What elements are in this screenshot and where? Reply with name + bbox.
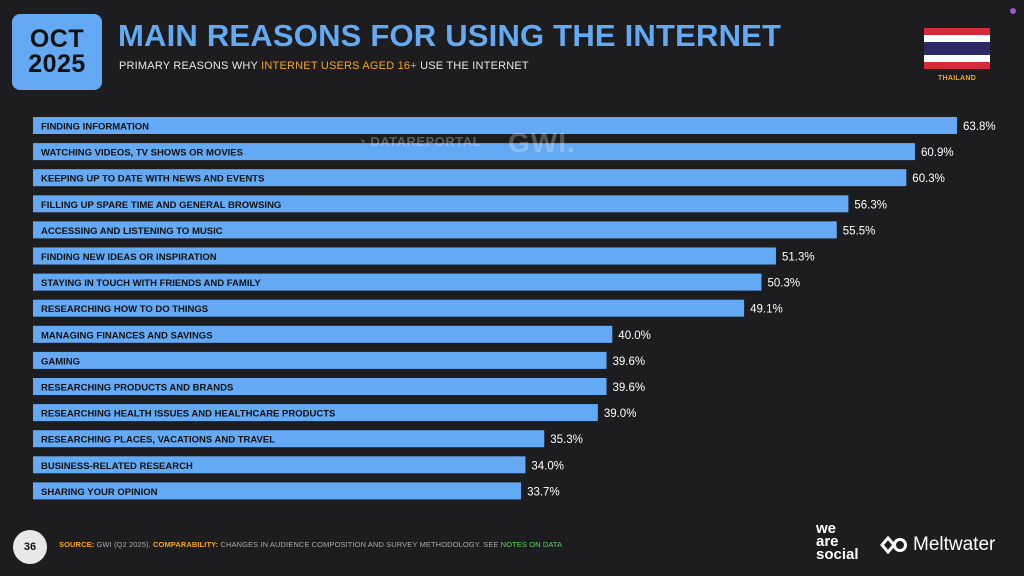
thailand-flag-icon <box>924 28 990 69</box>
bar <box>33 143 915 161</box>
bar <box>33 351 607 369</box>
source-footer: SOURCE: GWI (Q2 2025). COMPARABILITY: CH… <box>59 540 562 549</box>
bar-value-label: 34.0% <box>531 460 564 472</box>
bar-value-label: 39.0% <box>604 408 637 420</box>
logo-social: social <box>816 546 859 563</box>
bar <box>33 195 849 213</box>
source-label: SOURCE: <box>59 540 95 549</box>
datareportal-text: DATAREPORTAL <box>370 134 482 149</box>
country-label: THAILAND <box>937 75 977 82</box>
bar-value-label: 60.9% <box>921 147 954 159</box>
subtitle-highlight: INTERNET USERS AGED 16+ <box>261 60 417 72</box>
logo-are: are <box>816 533 839 550</box>
bar-value-label: 60.3% <box>912 173 945 185</box>
bar-value-label: 63.8% <box>963 121 996 133</box>
notes-on-data-link[interactable]: NOTES ON DATA <box>500 540 563 549</box>
bar <box>33 247 776 265</box>
bar-category-label: KEEPING UP TO DATE WITH NEWS AND EVENTS <box>41 174 264 185</box>
meltwater-text: Meltwater <box>913 534 996 555</box>
corner-dot-icon <box>1010 8 1016 14</box>
bar-value-label: 40.0% <box>618 330 651 342</box>
logo-we: we <box>816 520 837 537</box>
date-year: 2025 <box>28 50 86 78</box>
bar-category-label: FINDING INFORMATION <box>41 122 149 133</box>
subtitle-post: USE THE INTERNET <box>416 60 529 72</box>
bar-value-label: 35.3% <box>550 434 583 446</box>
bar-category-label: FINDING NEW IDEAS OR INSPIRATION <box>41 252 217 263</box>
bar-value-label: 51.3% <box>782 252 815 264</box>
meltwater-logo: Meltwater <box>880 534 995 556</box>
comparability-label: COMPARABILITY: <box>153 540 219 549</box>
meltwater-icon <box>880 536 907 554</box>
bar-category-label: STAYING IN TOUCH WITH FRIENDS AND FAMILY <box>41 278 261 289</box>
bar <box>33 456 526 474</box>
source-text: GWI (Q2 2025). <box>94 540 153 549</box>
bar <box>33 378 607 395</box>
bar-value-label: 56.3% <box>854 199 887 211</box>
bar <box>33 325 613 343</box>
bar-category-label: RESEARCHING HOW TO DO THINGS <box>41 304 208 315</box>
we-are-social-logo: we are social <box>816 520 859 563</box>
comparability-text: CHANGES IN AUDIENCE COMPOSITION AND SURV… <box>218 540 501 549</box>
bar-value-label: 50.3% <box>767 278 800 290</box>
page-number: 36 <box>13 530 47 564</box>
bar <box>33 169 907 187</box>
page-subtitle: PRIMARY REASONS WHY INTERNET USERS AGED … <box>119 60 529 72</box>
bar-value-label: 55.5% <box>843 225 876 237</box>
bar-category-label: FILLING UP SPARE TIME AND GENERAL BROWSI… <box>41 200 281 211</box>
page-title: MAIN REASONS FOR USING THE INTERNET <box>118 18 782 53</box>
subtitle-pre: PRIMARY REASONS WHY <box>119 60 262 72</box>
bar <box>33 273 762 291</box>
bar-category-label: WATCHING VIDEOS, TV SHOWS OR MOVIES <box>41 148 243 159</box>
bar-value-label: 33.7% <box>527 486 560 498</box>
date-badge: OCT 2025 <box>12 14 102 90</box>
gwi-watermark: GWI. <box>508 127 576 158</box>
bar <box>33 404 598 422</box>
bar-category-label: MANAGING FINANCES AND SAVINGS <box>41 330 213 341</box>
bar <box>33 299 745 317</box>
bar <box>33 117 957 134</box>
bar-category-label: RESEARCHING PLACES, VACATIONS AND TRAVEL <box>41 435 275 446</box>
bar <box>33 221 837 239</box>
bar-category-label: GAMING <box>41 356 80 367</box>
bar <box>33 430 545 448</box>
datareportal-watermark: ◔ DATAREPORTAL <box>358 134 481 149</box>
bar-chart: FINDING INFORMATION 63.8% WATCHING VIDEOS,… <box>33 117 996 500</box>
bar-value-label: 39.6% <box>613 382 646 394</box>
date-month: OCT <box>29 25 85 53</box>
datareportal-logo-icon: ◔ <box>358 134 367 149</box>
bar <box>33 482 522 500</box>
bar-category-label: BUSINESS-RELATED RESEARCH <box>41 461 193 472</box>
bar-category-label: ACCESSING AND LISTENING TO MUSIC <box>41 226 223 237</box>
bar-category-label: SHARING YOUR OPINION <box>41 487 158 498</box>
bar-value-label: 49.1% <box>750 304 783 316</box>
bar-value-label: 39.6% <box>613 356 646 368</box>
bar-category-label: RESEARCHING HEALTH ISSUES AND HEALTHCARE… <box>41 409 335 420</box>
bar-category-label: RESEARCHING PRODUCTS AND BRANDS <box>41 383 233 394</box>
